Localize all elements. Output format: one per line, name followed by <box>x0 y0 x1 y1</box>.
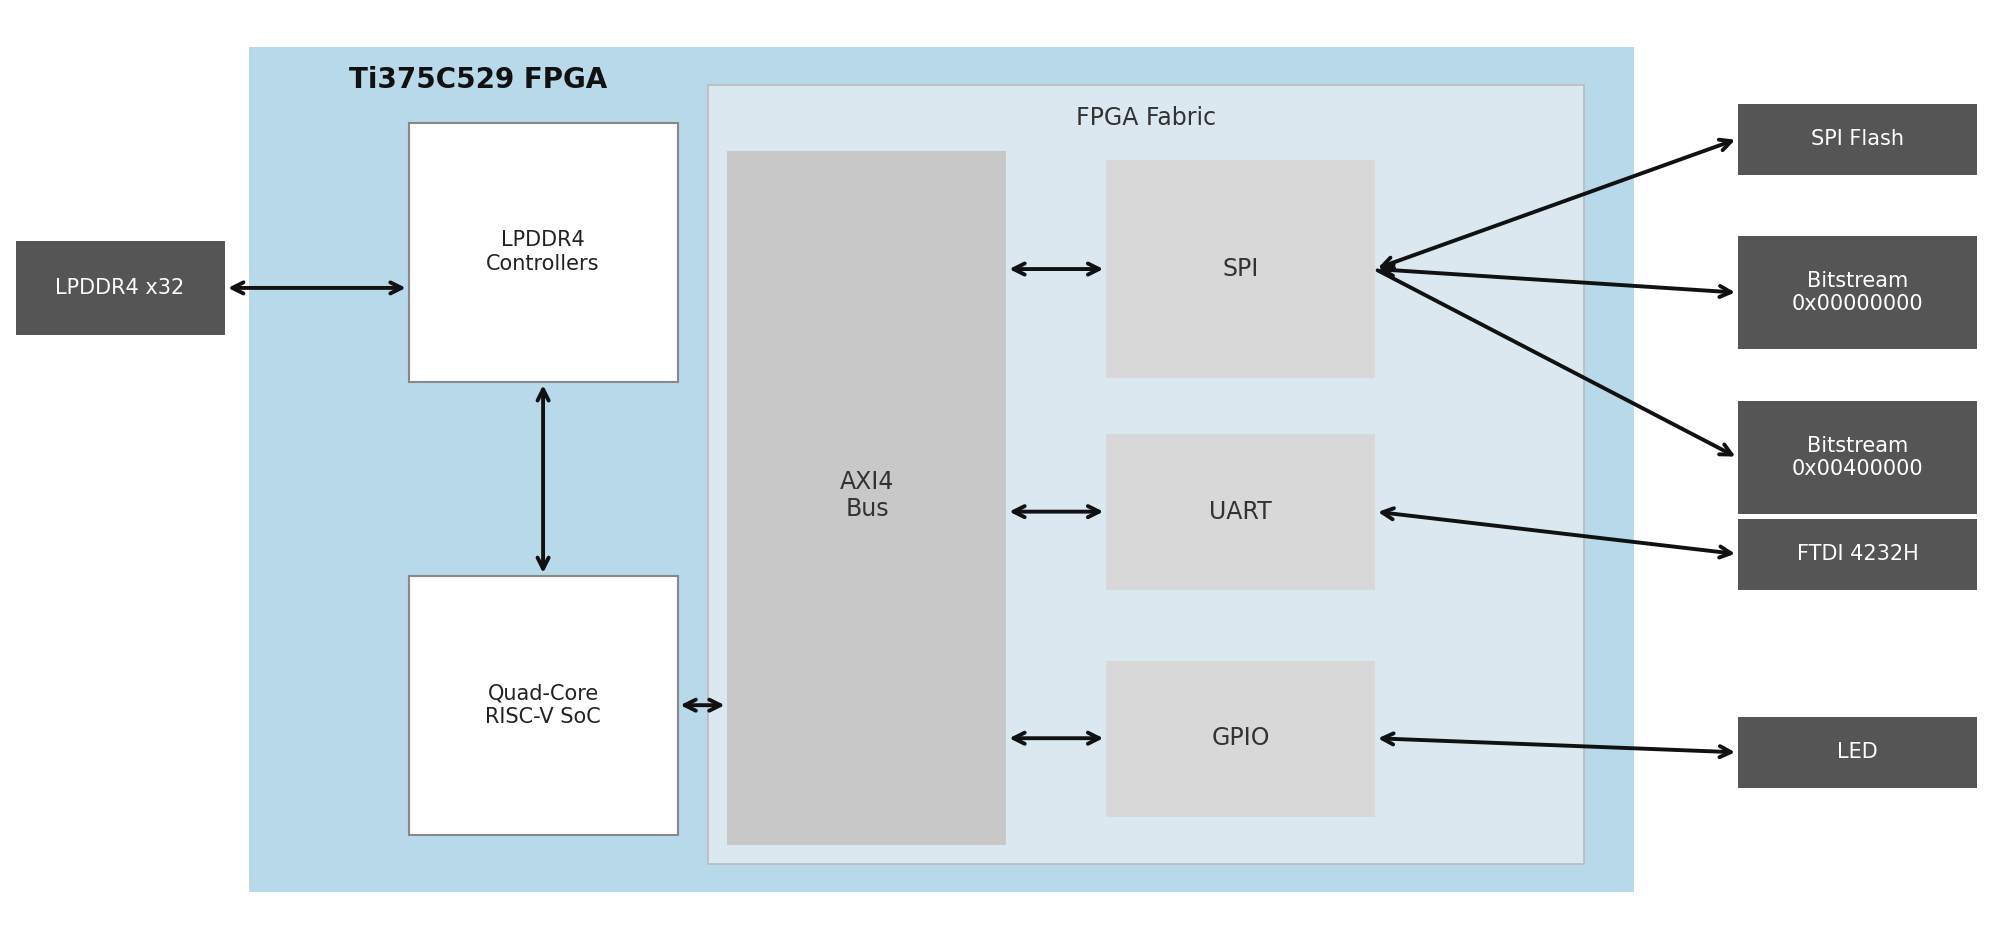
FancyBboxPatch shape <box>1738 717 1977 788</box>
Text: UART: UART <box>1210 499 1272 524</box>
FancyBboxPatch shape <box>1106 434 1375 590</box>
Text: FTDI 4232H: FTDI 4232H <box>1796 544 1919 565</box>
Text: SPI: SPI <box>1222 257 1260 281</box>
FancyBboxPatch shape <box>1738 519 1977 590</box>
FancyBboxPatch shape <box>1106 160 1375 378</box>
FancyBboxPatch shape <box>1738 236 1977 349</box>
Text: Bitstream
0x00400000: Bitstream 0x00400000 <box>1792 436 1923 480</box>
FancyBboxPatch shape <box>708 85 1584 864</box>
FancyBboxPatch shape <box>249 47 1634 892</box>
Text: GPIO: GPIO <box>1212 726 1270 750</box>
Text: LPDDR4
Controllers: LPDDR4 Controllers <box>486 230 600 274</box>
FancyBboxPatch shape <box>1738 104 1977 175</box>
Text: AXI4
Bus: AXI4 Bus <box>839 470 895 521</box>
FancyBboxPatch shape <box>409 576 678 835</box>
Text: Quad-Core
RISC-V SoC: Quad-Core RISC-V SoC <box>484 683 602 727</box>
Text: SPI Flash: SPI Flash <box>1812 128 1903 149</box>
FancyBboxPatch shape <box>409 123 678 382</box>
Text: LPDDR4 x32: LPDDR4 x32 <box>56 278 183 298</box>
FancyBboxPatch shape <box>1106 661 1375 817</box>
FancyBboxPatch shape <box>727 151 1006 845</box>
Text: LED: LED <box>1838 742 1877 763</box>
Text: FPGA Fabric: FPGA Fabric <box>1076 106 1216 130</box>
Text: Ti375C529 FPGA: Ti375C529 FPGA <box>349 66 608 94</box>
FancyBboxPatch shape <box>16 241 225 335</box>
FancyBboxPatch shape <box>1738 401 1977 514</box>
Text: Bitstream
0x00000000: Bitstream 0x00000000 <box>1792 271 1923 314</box>
